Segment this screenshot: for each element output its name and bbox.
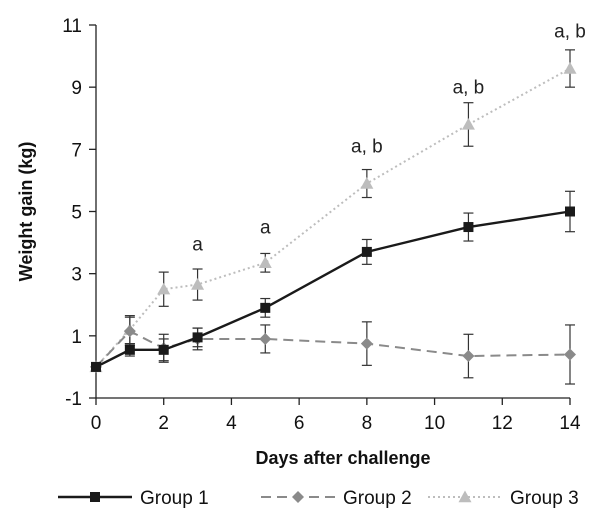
- group-1-point: [260, 302, 271, 313]
- x-tick-label: 4: [226, 413, 237, 434]
- group-2-point: [462, 350, 475, 363]
- y-tick-label: 1: [71, 327, 82, 348]
- y-tick-label: 11: [62, 16, 82, 37]
- legend-item-group-1: Group 1: [58, 488, 209, 509]
- group-3-point: [360, 177, 374, 189]
- group-3-point: [258, 256, 272, 268]
- tick-labels: -1 1 3 5 7 9 11 0 2 4 6 8 10 12 14: [62, 16, 581, 434]
- x-tick-label: 12: [492, 413, 513, 434]
- group-3-line: [95, 67, 571, 368]
- group-1-point: [463, 222, 474, 233]
- group-2-point: [564, 348, 576, 361]
- x-tick-label: 8: [362, 413, 373, 434]
- x-tick-label: 10: [424, 413, 445, 434]
- y-tick-label: 3: [71, 265, 82, 286]
- significance-label: a, b: [351, 136, 383, 157]
- y-axis-title: Weight gain (kg): [16, 142, 36, 282]
- group-1-series: [91, 190, 575, 372]
- significance-label: a, b: [453, 77, 485, 98]
- legend-item-group-3: Group 3: [428, 488, 579, 509]
- legend-marker-group-3: [458, 490, 472, 503]
- group-2-point: [259, 332, 272, 345]
- group-1-point: [192, 332, 203, 343]
- significance-annotations: a a a, b a, b a, b: [192, 21, 586, 255]
- group-1-point: [361, 246, 372, 257]
- group-2-point: [123, 325, 136, 338]
- group-1-line: [95, 210, 571, 368]
- x-tick-label: 0: [91, 413, 102, 434]
- group-3-point: [461, 117, 475, 130]
- group-1-point: [565, 206, 575, 217]
- axes: [89, 24, 571, 405]
- x-axis-title: Days after challenge: [255, 448, 430, 468]
- significance-label: a: [192, 234, 203, 255]
- y-tick-label: 5: [71, 203, 82, 224]
- x-tick-label: 2: [158, 413, 169, 434]
- y-tick-label: -1: [65, 389, 82, 410]
- legend-label-group-1: Group 1: [140, 488, 209, 509]
- legend: Group 1 Group 2 Group 3: [58, 488, 579, 509]
- x-tick-label: 6: [294, 413, 305, 434]
- legend-marker-group-2: [292, 491, 304, 503]
- y-tick-label: 9: [71, 78, 82, 99]
- group-2-point: [360, 337, 373, 350]
- group-3-point: [157, 282, 171, 295]
- legend-marker-group-1: [90, 492, 100, 502]
- legend-item-group-2: Group 2: [261, 488, 412, 509]
- group-3-point: [191, 278, 205, 290]
- y-tick-label: 7: [71, 140, 82, 161]
- group-1-point: [124, 344, 135, 355]
- legend-label-group-3: Group 3: [510, 488, 579, 509]
- group-2-line: [95, 329, 571, 368]
- x-tick-label: 14: [559, 413, 581, 434]
- significance-label: a, b: [554, 21, 586, 42]
- plot-area: [89, 49, 577, 385]
- group-3-series: [89, 49, 577, 373]
- significance-label: a: [260, 217, 271, 238]
- group-1-point: [158, 344, 169, 355]
- group-3-point: [563, 62, 577, 74]
- legend-label-group-2: Group 2: [343, 488, 412, 509]
- group-1-point: [91, 361, 101, 372]
